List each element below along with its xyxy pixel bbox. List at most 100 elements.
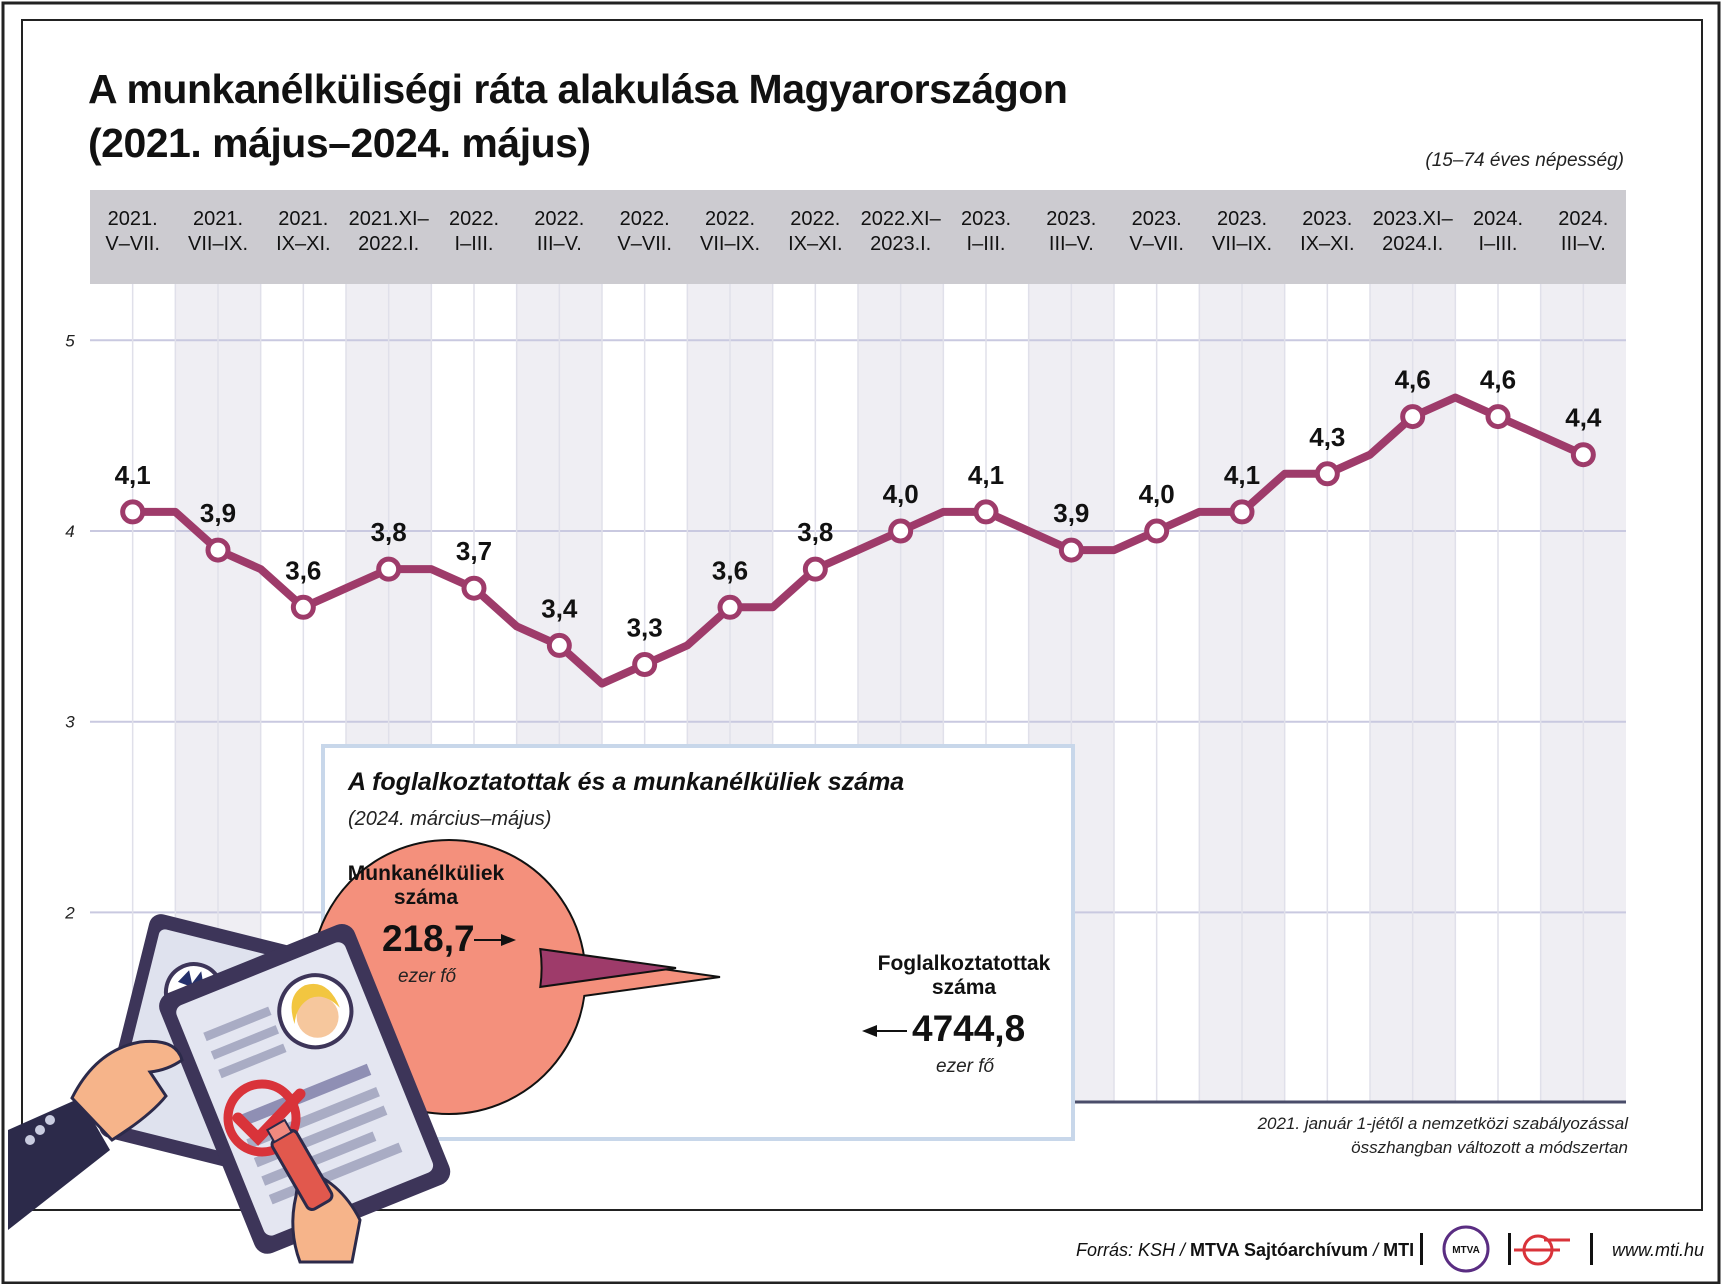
footer-separator	[1590, 1233, 1593, 1265]
x-tick-label: 2022. I–III.	[449, 208, 499, 255]
data-point	[546, 632, 572, 658]
mtva-logo-text: MTVA	[1452, 1245, 1480, 1256]
chart-title-line-1: A munkanélküliségi ráta alakulása Magyar…	[88, 66, 1068, 112]
header-band	[90, 190, 1626, 284]
data-label: 4,3	[1309, 422, 1345, 452]
x-tick-label: 2023.XI– 2024.I.	[1373, 208, 1454, 255]
category-labels: 2021. V–VII. 2021. VII–IX. 2021. IX–XI. 2021.X…	[105, 208, 1608, 255]
y-tick-label: 5	[65, 331, 75, 350]
x-tick-label: 2021. IX–XI.	[276, 208, 330, 255]
mtva-logo-icon	[1442, 1225, 1490, 1273]
pie-slice-unemployed	[539, 947, 677, 989]
footnote-line-1: 2021. január 1-jétől a nemzetközi szabál…	[1257, 1114, 1628, 1133]
y-tick-label: 3	[65, 713, 75, 732]
population-note: (15–74 éves népesség)	[1425, 150, 1624, 171]
unemployed-slice-name: Munkanélküliek száma	[347, 862, 505, 909]
pie-title: A foglalkoztatottak és a munkanélküliek …	[348, 768, 905, 796]
arrow-employed	[862, 1025, 907, 1037]
data-point	[1400, 404, 1426, 430]
data-label: 3,9	[1053, 498, 1089, 528]
source-prefix: Forrás: KSH /	[1076, 1240, 1191, 1260]
arrow-unemployed	[474, 934, 516, 946]
website-url: www.mti.hu	[1612, 1240, 1705, 1260]
data-label: 4,0	[883, 479, 919, 509]
data-point	[1144, 518, 1170, 544]
source-archive: MTVA Sajtóarchívum	[1190, 1240, 1369, 1260]
series-line	[128, 393, 1588, 688]
check-mark	[232, 1088, 306, 1146]
resume-illustration	[8, 914, 451, 1264]
x-tick-label: 2022. V–VII.	[617, 208, 671, 255]
mti-logo-icon	[1514, 1234, 1570, 1266]
unemployed-slice-value: 218,7	[382, 918, 475, 959]
front-clipboard	[159, 923, 451, 1254]
y-tick-label: 4	[65, 522, 74, 541]
data-point	[120, 499, 146, 525]
pie-subtitle: (2024. március–május)	[348, 808, 552, 830]
data-label: 4,0	[1139, 479, 1175, 509]
employed-slice-value: 4744,8	[912, 1008, 1026, 1049]
footnote-line-2: összhangban változott a módszertan	[1351, 1138, 1628, 1157]
data-label: 3,7	[456, 536, 492, 566]
methodology-footnote: 2021. január 1-jétől a nemzetközi szabál…	[1258, 1112, 1628, 1160]
data-label: 4,1	[1224, 460, 1260, 490]
x-tick-label: 2024. I–III.	[1473, 208, 1523, 255]
data-label: 3,6	[285, 555, 321, 585]
x-tick-label: 2022. III–V.	[534, 208, 584, 255]
left-sleeve	[8, 1098, 110, 1230]
x-tick-label: 2022. IX–XI.	[788, 208, 842, 255]
chart-title: A munkanélküliségi ráta alakulása Magyar…	[88, 62, 1068, 170]
data-point	[973, 499, 999, 525]
data-point	[1229, 499, 1255, 525]
data-point	[1570, 442, 1596, 468]
source-separator: /	[1368, 1240, 1384, 1260]
value-labels: 4,1 3,9 3,6 3,8 3,7 3,4 3,3 3,6 3,8 4,0 4,1 3,9 4,0 4…	[115, 365, 1602, 643]
marker-pen	[265, 1118, 334, 1211]
data-label: 4,1	[968, 460, 1004, 490]
employed-slice-unit: ezer fő	[936, 1056, 995, 1077]
y-axis-ticks: 2 3 4 5	[64, 331, 75, 922]
data-point	[802, 556, 828, 582]
data-point	[632, 651, 658, 677]
y-tick-label: 2	[64, 903, 75, 922]
unemployment-rate-series	[120, 393, 1596, 688]
data-point	[888, 518, 914, 544]
data-label: 3,4	[541, 593, 578, 623]
data-point	[1058, 537, 1084, 563]
footer-separator	[1508, 1233, 1511, 1265]
check-circle	[223, 1079, 301, 1157]
data-label: 3,8	[371, 517, 407, 547]
source-mti: MTI	[1383, 1240, 1415, 1260]
data-label: 4,6	[1480, 365, 1516, 395]
left-hand	[70, 1039, 184, 1142]
x-tick-label: 2021.XI– 2022.I.	[349, 208, 430, 255]
data-label: 3,6	[712, 555, 748, 585]
data-label: 4,1	[115, 460, 151, 490]
data-label: 4,4	[1565, 403, 1602, 433]
x-tick-label: 2023. IX–XI.	[1300, 208, 1354, 255]
x-tick-label: 2021. VII–IX.	[188, 208, 248, 255]
x-tick-label: 2024. III–V.	[1558, 208, 1608, 255]
x-tick-label: 2021. V–VII.	[105, 208, 159, 255]
source-credit: Forrás: KSH / MTVA Sajtóarchívum / MTI	[1076, 1240, 1414, 1261]
data-point	[1485, 404, 1511, 430]
footer-separator	[1420, 1233, 1423, 1265]
x-tick-label: 2023. I–III.	[961, 208, 1011, 255]
chart-title-line-2: (2021. május–2024. május)	[88, 120, 591, 166]
data-point	[717, 594, 743, 620]
data-point	[290, 594, 316, 620]
x-tick-label: 2022. VII–IX.	[700, 208, 760, 255]
data-label: 3,8	[797, 517, 833, 547]
data-point	[376, 556, 402, 582]
x-tick-label: 2023. V–VII.	[1129, 208, 1183, 255]
x-tick-label: 2023. III–V.	[1046, 208, 1096, 255]
data-label: 3,3	[627, 612, 663, 642]
data-label: 4,6	[1395, 365, 1431, 395]
data-point	[1314, 461, 1340, 487]
data-point	[461, 575, 487, 601]
inner-frame	[21, 19, 1703, 1211]
employed-slice-name: Foglalkoztatottak száma	[877, 952, 1051, 999]
data-point	[205, 537, 231, 563]
